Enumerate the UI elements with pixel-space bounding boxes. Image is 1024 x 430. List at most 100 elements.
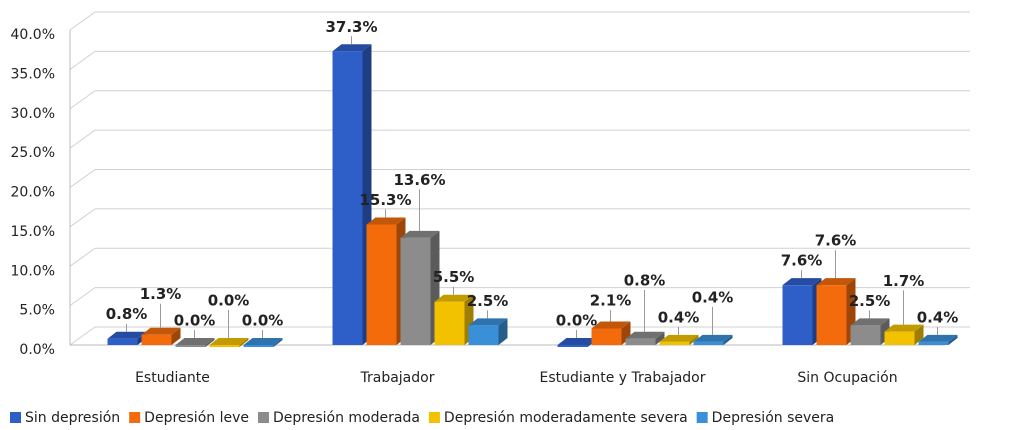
bar-top	[591, 321, 631, 329]
value-label: 0.0%	[174, 312, 216, 330]
bar-top	[625, 331, 665, 339]
legend-swatch	[129, 412, 141, 423]
y-tick-label: 25.0%	[11, 145, 55, 161]
grid-line-side	[69, 287, 96, 307]
bar	[782, 285, 813, 345]
y-tick-label: 35.0%	[11, 66, 55, 82]
legend-label: Depresión severa	[712, 410, 835, 426]
legend-label: Depresión moderadamente severa	[444, 410, 688, 426]
value-label: 0.0%	[556, 312, 598, 330]
value-label: 2.5%	[849, 292, 891, 310]
grid-line-side	[69, 326, 96, 346]
y-tick-label: 15.0%	[11, 224, 55, 240]
value-label: 2.5%	[467, 292, 509, 310]
value-label: 0.8%	[106, 305, 148, 323]
bar-top	[557, 338, 597, 345]
value-label: 0.0%	[208, 292, 250, 310]
bar-top	[782, 278, 822, 286]
bar	[850, 325, 881, 345]
bar-side	[171, 327, 181, 345]
value-label: 2.1%	[590, 292, 632, 310]
bar	[107, 338, 138, 345]
value-label: 15.3%	[359, 191, 411, 209]
legend-swatch	[258, 412, 269, 423]
legend-swatch	[10, 412, 21, 423]
grid-line-side	[69, 11, 96, 31]
legend-swatch	[428, 412, 440, 423]
bar-top	[332, 44, 372, 52]
bar	[591, 328, 622, 345]
bar-side	[655, 331, 665, 345]
bar-side	[205, 338, 215, 347]
bar-top	[918, 334, 958, 342]
bar	[884, 331, 915, 345]
bar-side	[689, 334, 699, 345]
y-tick-label: 0.0%	[19, 342, 55, 358]
bar-side	[498, 318, 508, 345]
grid-line-side	[69, 129, 96, 149]
x-tick-label: Estudiante	[135, 370, 210, 386]
value-label: 1.3%	[140, 285, 182, 303]
x-tick-label: Sin Ocupación	[797, 370, 897, 386]
bar-side	[239, 338, 249, 347]
bar-top	[175, 338, 215, 345]
grid-line-side	[69, 208, 96, 228]
bar	[468, 325, 499, 345]
y-tick-label: 10.0%	[11, 263, 55, 279]
x-tick-label: Trabajador	[360, 370, 435, 386]
bar-side	[948, 334, 958, 345]
bar-side	[273, 338, 283, 347]
bar	[141, 334, 172, 345]
bar	[659, 341, 690, 345]
bar-top	[400, 230, 440, 238]
legend-label: Sin depresión	[25, 410, 120, 426]
value-label: 7.6%	[781, 252, 823, 270]
value-label: 0.4%	[917, 308, 959, 326]
legend-label: Depresión moderada	[273, 410, 420, 426]
value-label: 0.0%	[242, 312, 284, 330]
bar	[693, 341, 724, 345]
grid-line-side	[69, 169, 96, 188]
bar-top	[107, 331, 147, 339]
bar-side	[723, 334, 733, 345]
value-label: 0.8%	[624, 272, 666, 290]
bar-side	[914, 324, 924, 345]
value-label: 37.3%	[325, 18, 377, 36]
bar-top	[816, 278, 856, 286]
y-tick-label: 30.0%	[11, 106, 55, 122]
bar-top	[141, 327, 181, 335]
value-label: 7.6%	[815, 232, 857, 250]
bar	[332, 51, 363, 345]
bar-top	[884, 324, 924, 332]
bar	[366, 224, 397, 345]
legend-swatch	[696, 412, 708, 423]
bar	[209, 345, 240, 347]
y-tick-label: 20.0%	[11, 185, 55, 201]
bar	[175, 345, 206, 347]
y-tick-label: 40.0%	[11, 27, 55, 43]
grid-line-side	[69, 247, 96, 267]
bar-top	[850, 318, 890, 326]
bar	[625, 338, 656, 345]
y-tick-label: 5.0%	[19, 303, 55, 319]
x-tick-label: Estudiante y Trabajador	[540, 370, 706, 386]
grid-line-side	[69, 50, 96, 70]
bar-top	[659, 334, 699, 342]
bar	[557, 345, 588, 347]
value-label: 13.6%	[393, 171, 445, 189]
bar-top	[366, 217, 406, 225]
bar	[400, 237, 431, 345]
value-label: 1.7%	[883, 272, 925, 290]
bar	[918, 341, 949, 345]
bar-top	[468, 318, 508, 326]
value-label: 0.4%	[692, 288, 734, 306]
value-label: 0.4%	[658, 308, 700, 326]
bar-top	[434, 294, 474, 302]
value-label: 5.5%	[433, 268, 475, 286]
bar-top	[693, 334, 733, 342]
bar-top	[243, 338, 283, 345]
bar	[434, 301, 465, 345]
grid-line-side	[69, 90, 96, 110]
bar	[243, 345, 274, 347]
